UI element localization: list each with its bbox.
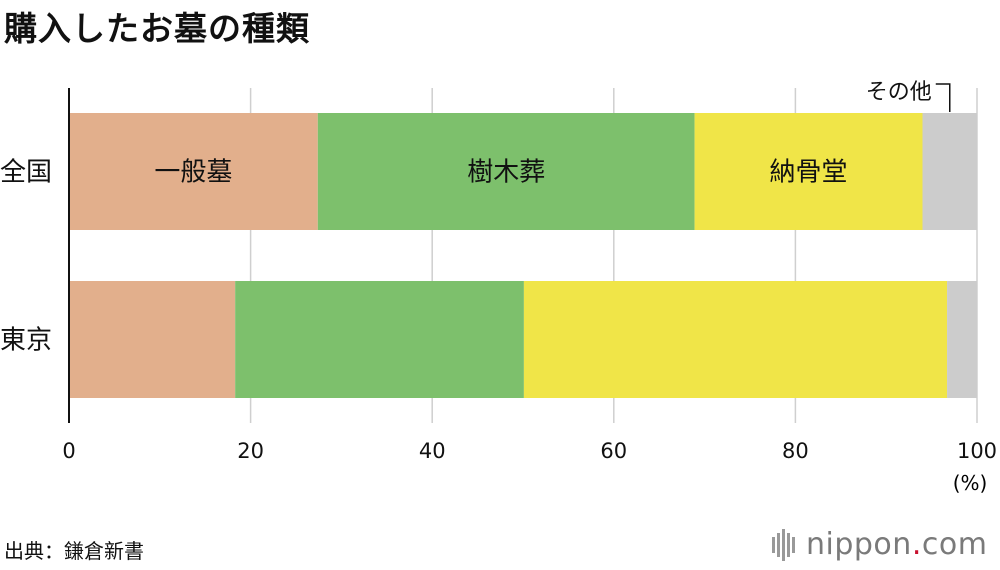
segment-labels: 一般墓 樹木葬 納骨堂 — [154, 158, 847, 188]
segment-label-2: 樹木葬 — [467, 158, 545, 188]
segment-label-1: 一般墓 — [154, 158, 232, 188]
x-tick-80: 80 — [782, 439, 809, 463]
bar-1-1 — [69, 113, 318, 230]
bar-2-1 — [69, 281, 236, 398]
x-tick-40: 40 — [419, 439, 446, 463]
category-label-1: 全国 — [0, 158, 52, 188]
x-tick-20: 20 — [237, 439, 264, 463]
bar-1-2 — [317, 113, 695, 230]
bar-2-4 — [947, 281, 977, 398]
bar-2-3 — [523, 281, 948, 398]
other-leader: その他 — [866, 80, 951, 112]
bar-1-4 — [922, 113, 977, 230]
x-tick-0: 0 — [62, 439, 75, 463]
brand-name: nippon.com — [806, 526, 988, 562]
segment-label-4: その他 — [866, 80, 932, 105]
bar-2-2 — [235, 281, 524, 398]
nippon-logo-icon — [772, 529, 795, 561]
category-label-2: 東京 — [0, 326, 52, 356]
source-note: 出典：鎌倉新書 — [4, 539, 144, 563]
brand-logo: nippon.com — [772, 524, 987, 564]
bars — [69, 113, 977, 398]
x-tick-60: 60 — [600, 439, 627, 463]
x-unit-label: (%) — [953, 471, 988, 495]
segment-label-3: 納骨堂 — [770, 158, 848, 188]
leader-line — [935, 83, 951, 112]
x-tick-labels: 0 20 40 60 80 100 — [62, 439, 997, 463]
x-tick-100: 100 — [957, 439, 997, 463]
bar-1-3 — [694, 113, 923, 230]
chart-title: 購入したお墓の種類 — [4, 9, 310, 48]
